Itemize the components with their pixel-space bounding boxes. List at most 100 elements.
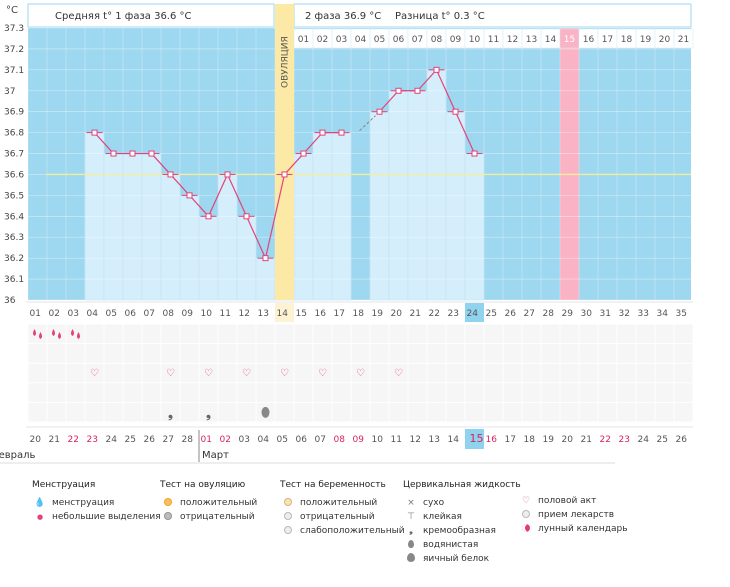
- y-tick-label: 36.4: [4, 212, 24, 222]
- symptom-cell: [389, 324, 408, 344]
- temperature-point: [243, 213, 250, 220]
- pill-icon: [518, 509, 534, 521]
- calendar-date-label: 09: [353, 435, 365, 445]
- symptom-cell: [446, 402, 465, 422]
- legend-title: Тест на овуляцию: [160, 480, 246, 490]
- symptom-cell: [655, 363, 674, 383]
- symptom-cell: [465, 324, 484, 344]
- symptom-cell: [142, 402, 161, 422]
- symptom-cell: [427, 344, 446, 363]
- legend-item: слабоположительный: [280, 524, 405, 538]
- symptom-cell: [47, 324, 66, 344]
- symptom-cell: [408, 402, 427, 422]
- current-day-cell: [465, 303, 484, 322]
- symptom-cell: [256, 363, 275, 383]
- symptom-cell: [180, 383, 199, 402]
- symptom-cell: [465, 344, 484, 363]
- symptom-cell: [617, 344, 636, 363]
- symptom-cell: [332, 402, 351, 422]
- cycle-day-label: 11: [220, 309, 231, 319]
- temperature-point: [452, 108, 459, 115]
- calendar-date-label: 28: [182, 435, 194, 445]
- symptom-cell: [123, 324, 142, 344]
- phase2-day-label: 05: [374, 35, 385, 45]
- series-segment: [417, 69, 437, 92]
- legend-item: отрицательный: [280, 510, 405, 524]
- calendar-date-label: 22: [600, 435, 611, 445]
- legend-label: кремообразная: [423, 526, 496, 536]
- heart-icon: ♡: [356, 368, 365, 379]
- symptom-cell: [85, 324, 104, 344]
- phase2-day-label: 11: [488, 35, 499, 45]
- calendar-date-label: 21: [49, 435, 60, 445]
- symptom-cell: [541, 402, 560, 422]
- cycle-day-label: 26: [505, 309, 517, 319]
- symptom-cell: [161, 324, 180, 344]
- calendar-date-label: 25: [125, 435, 136, 445]
- symptom-cell: [28, 344, 47, 363]
- legend-item: прием лекарств: [518, 508, 628, 522]
- temperature-point: [414, 87, 421, 94]
- phase2-day-label: 13: [526, 35, 537, 45]
- symptom-cell: [598, 324, 617, 344]
- symptom-cell: [541, 383, 560, 402]
- series-segment: [379, 90, 399, 113]
- symptom-cell: [560, 324, 579, 344]
- temperature-point: [300, 150, 307, 157]
- symptom-cell: [142, 324, 161, 344]
- series-segment: [226, 174, 248, 217]
- phase2-day-cell: [673, 28, 694, 49]
- symptom-cell: [275, 344, 294, 363]
- symptom-cell: [408, 344, 427, 363]
- heart-icon: ♡: [204, 368, 213, 379]
- symptom-rows: ♡ ♡ ♡ ♡ ♡ ♡ ♡ ♡ ❟ ❟: [28, 324, 693, 422]
- phase1-header-box: [27, 3, 275, 28]
- symptom-cell: [123, 383, 142, 402]
- symptom-cell: [598, 363, 617, 383]
- symptom-cell: [674, 324, 693, 344]
- series-segment: [435, 69, 457, 112]
- cycle-day-label: 30: [581, 309, 593, 319]
- phase2-day-label: 08: [431, 35, 443, 45]
- symptom-cell: [237, 344, 256, 363]
- legend-item: ❟ кремообразная: [403, 524, 521, 538]
- symptom-cell: [275, 383, 294, 402]
- calendar-date-label: 26: [144, 435, 156, 445]
- unit-label: °C: [6, 5, 18, 16]
- symptom-cell: [237, 324, 256, 344]
- legend-label: водянистая: [423, 540, 479, 550]
- legend-label: слабоположительный: [300, 526, 405, 536]
- symptom-cell: [123, 402, 142, 422]
- cycle-day-label: 17: [334, 309, 345, 319]
- small-drop-icon: ●: [36, 513, 44, 521]
- symptom-cell: [674, 344, 693, 363]
- cycle-day-label: 07: [144, 309, 155, 319]
- cycle-day-label: 32: [619, 309, 630, 319]
- series-segment: [94, 132, 114, 154]
- cycle-day-label: 19: [372, 309, 384, 319]
- calendar-date-label: 14: [448, 435, 460, 445]
- temperature-point: [319, 129, 326, 136]
- symptom-cell: [47, 402, 66, 422]
- series-segment: [303, 132, 323, 154]
- temperature-bar: [141, 153, 162, 301]
- symptom-cell: [446, 383, 465, 402]
- symptom-cell: [66, 402, 85, 422]
- phase2-day-label: 15: [564, 35, 575, 45]
- phase2-day-label: 21: [678, 35, 689, 45]
- symptom-cell: [465, 363, 484, 383]
- symptom-cell: [370, 344, 389, 363]
- cycle-day-label: 05: [106, 309, 117, 319]
- calendar-date-label: 26: [676, 435, 688, 445]
- symptom-cell: [313, 402, 332, 422]
- symptom-cell: [313, 324, 332, 344]
- heart-icon: ♡: [166, 368, 175, 379]
- symptom-cell: [66, 383, 85, 402]
- symptom-cell: [28, 324, 47, 344]
- ovulation-band: ОВУЛЯЦИЯ: [275, 4, 294, 300]
- cycle-day-label: 12: [239, 309, 250, 319]
- symptom-cell: [427, 324, 446, 344]
- symptom-cell: [275, 363, 294, 383]
- symptom-cell: [313, 344, 332, 363]
- sticky-icon: ⊤: [407, 512, 415, 522]
